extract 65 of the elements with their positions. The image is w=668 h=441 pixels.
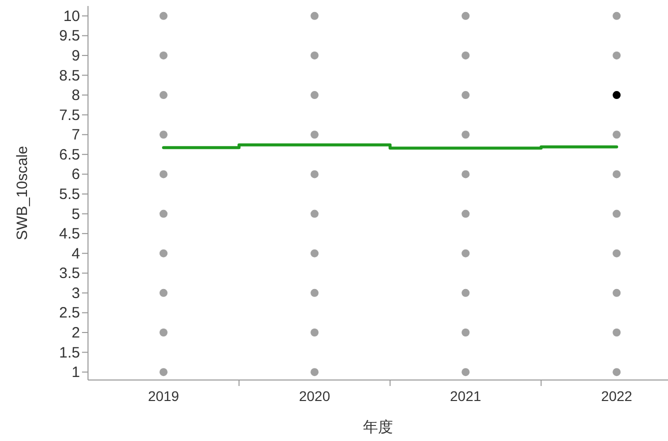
point [612, 288, 621, 297]
point [310, 249, 319, 258]
point [612, 170, 621, 178]
point [160, 130, 168, 139]
y-tick-label: 4.5 [59, 226, 80, 243]
y-tick-label: 8.5 [59, 67, 80, 84]
x-tick-label: 2022 [601, 388, 632, 404]
point [612, 51, 621, 60]
y-tick-label: 3 [72, 284, 80, 302]
point [310, 328, 319, 337]
point [462, 91, 470, 100]
point [310, 12, 319, 20]
y-tick-label: 6.5 [59, 146, 80, 164]
point [612, 328, 621, 337]
point [462, 368, 470, 376]
y-tick-label: 7.5 [59, 106, 80, 124]
y-tick-label: 4 [72, 245, 80, 262]
point [462, 328, 470, 337]
x-axis-title: 年度 [363, 419, 393, 436]
point [612, 249, 621, 258]
y-tick-label: 9.5 [59, 28, 80, 45]
point [310, 288, 319, 297]
point [462, 130, 470, 139]
point [462, 249, 470, 258]
point [160, 288, 168, 297]
y-tick-label: 5.5 [59, 186, 80, 203]
point [462, 51, 470, 60]
point [160, 12, 168, 20]
y-tick-label: 2 [72, 324, 80, 342]
y-tick-label: 2.5 [59, 304, 80, 322]
point [310, 368, 319, 376]
y-tick-label: 6 [72, 166, 80, 184]
point [160, 170, 168, 178]
point [160, 328, 168, 337]
point [310, 51, 319, 60]
point [160, 249, 168, 258]
x-tick-label: 2021 [450, 388, 482, 404]
point [612, 12, 621, 20]
y-tick-label: 5 [72, 206, 80, 223]
y-axis-title: SWB_10scale [14, 146, 31, 240]
y-tick-label: 7 [72, 126, 80, 144]
y-tick-label: 3.5 [59, 265, 80, 282]
y-tick-label: 1 [72, 364, 80, 382]
x-tick-label: 2019 [148, 388, 180, 404]
y-tick-label: 10 [63, 8, 80, 25]
point [160, 210, 168, 218]
point [612, 210, 621, 218]
y-tick-label: 1.5 [59, 344, 80, 362]
point [462, 12, 470, 20]
y-tick-label: 9 [72, 47, 80, 64]
point [310, 130, 319, 139]
point [462, 210, 470, 218]
point [462, 170, 470, 178]
point [310, 170, 319, 178]
point [160, 51, 168, 60]
x-tick-label: 2020 [298, 388, 330, 404]
point [310, 210, 319, 218]
point [612, 368, 621, 376]
point [310, 91, 319, 100]
point [160, 368, 168, 376]
point [612, 130, 621, 139]
point [160, 91, 168, 100]
y-tick-label: 8 [72, 87, 80, 104]
point [462, 288, 470, 297]
point [612, 91, 621, 100]
